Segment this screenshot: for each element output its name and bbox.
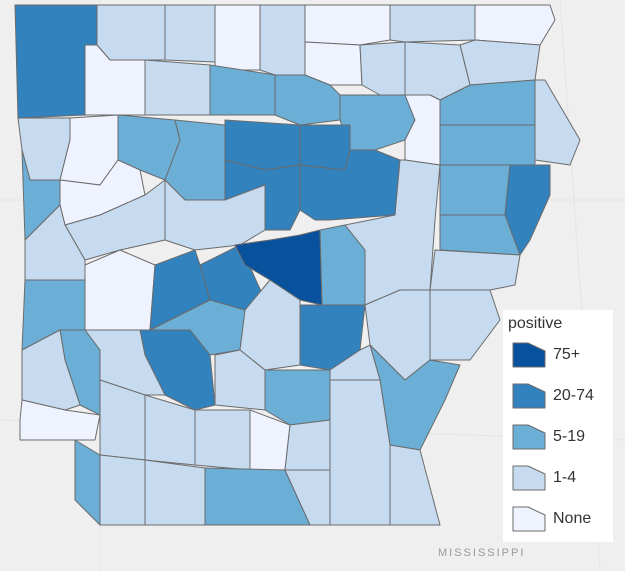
county (84, 329, 166, 396)
county (144, 459, 206, 526)
counties (14, 4, 581, 526)
county (284, 419, 331, 471)
county (299, 124, 351, 171)
legend-label: 5-19 (553, 428, 585, 445)
county (329, 379, 391, 526)
county (439, 164, 511, 216)
legend-swatch (512, 424, 546, 450)
county (96, 4, 166, 61)
county (19, 399, 101, 441)
county (84, 249, 156, 331)
county (389, 4, 476, 43)
county (164, 4, 216, 63)
county (304, 41, 363, 86)
county (439, 124, 536, 166)
legend-swatch (512, 465, 546, 491)
legend-label: 75+ (553, 346, 580, 363)
county (474, 4, 556, 46)
county (459, 39, 541, 86)
legend-title: positive (508, 315, 562, 332)
county (304, 4, 391, 46)
legend-label: 20-74 (553, 387, 594, 404)
legend-label: 1-4 (553, 469, 576, 486)
county (359, 41, 406, 96)
county (389, 444, 441, 526)
county (164, 179, 266, 251)
county (214, 349, 266, 411)
county (214, 4, 261, 71)
legend-swatch (512, 506, 546, 532)
legend-swatch (512, 383, 546, 409)
county (404, 94, 441, 166)
county (259, 4, 306, 76)
state-label: MISSISSIPPI (438, 547, 525, 559)
county (144, 59, 211, 116)
legend: positive 75+ 20-74 5-19 1-4 None (503, 310, 613, 542)
county (284, 469, 331, 526)
county (99, 454, 146, 526)
legend-swatch (512, 342, 546, 368)
legend-label: None (553, 510, 591, 527)
county (194, 409, 251, 471)
county (429, 249, 521, 291)
